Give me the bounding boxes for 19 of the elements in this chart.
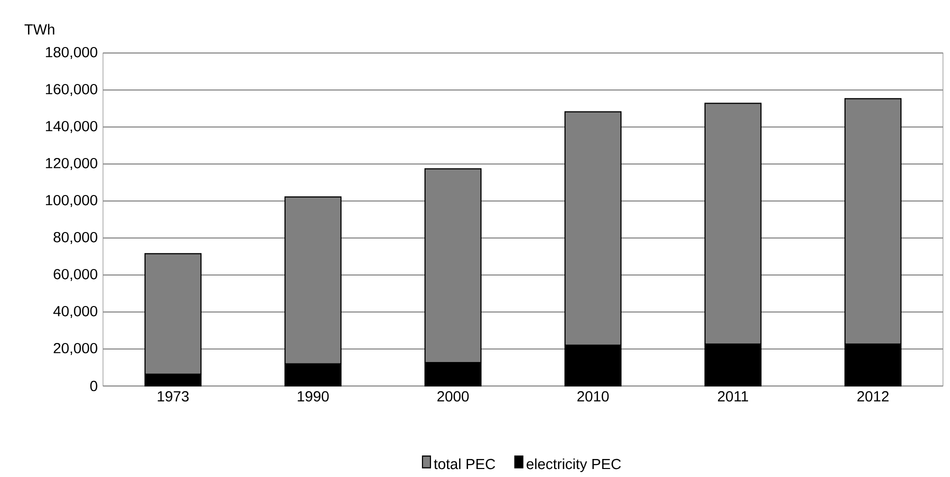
y-tick-label: 60,000 (54, 269, 98, 282)
x-tick-label: 1973 (158, 391, 189, 402)
legend-label: total PEC (434, 458, 496, 470)
y-tick-label: 0 (90, 381, 98, 392)
y-axis-title: TWh (24, 24, 54, 35)
x-tick-label: 1990 (298, 391, 329, 402)
y-tick-label: 180,000 (46, 47, 98, 60)
y-tick-label: 100,000 (46, 195, 98, 208)
x-tick-label: 2010 (577, 391, 609, 402)
y-tick-label: 160,000 (46, 84, 98, 96)
y-tick-label: 40,000 (53, 306, 98, 318)
x-tick-label: 2011 (718, 391, 748, 402)
legend-label: electricity PEC (526, 458, 621, 472)
x-tick-label: 2000 (437, 391, 469, 402)
y-tick-label: 120,000 (46, 158, 98, 170)
x-tick-label: 2012 (857, 391, 889, 402)
y-tick-label: 80,000 (54, 232, 98, 244)
y-tick-label: 140,000 (46, 121, 98, 134)
y-tick-label: 20,000 (54, 343, 98, 356)
